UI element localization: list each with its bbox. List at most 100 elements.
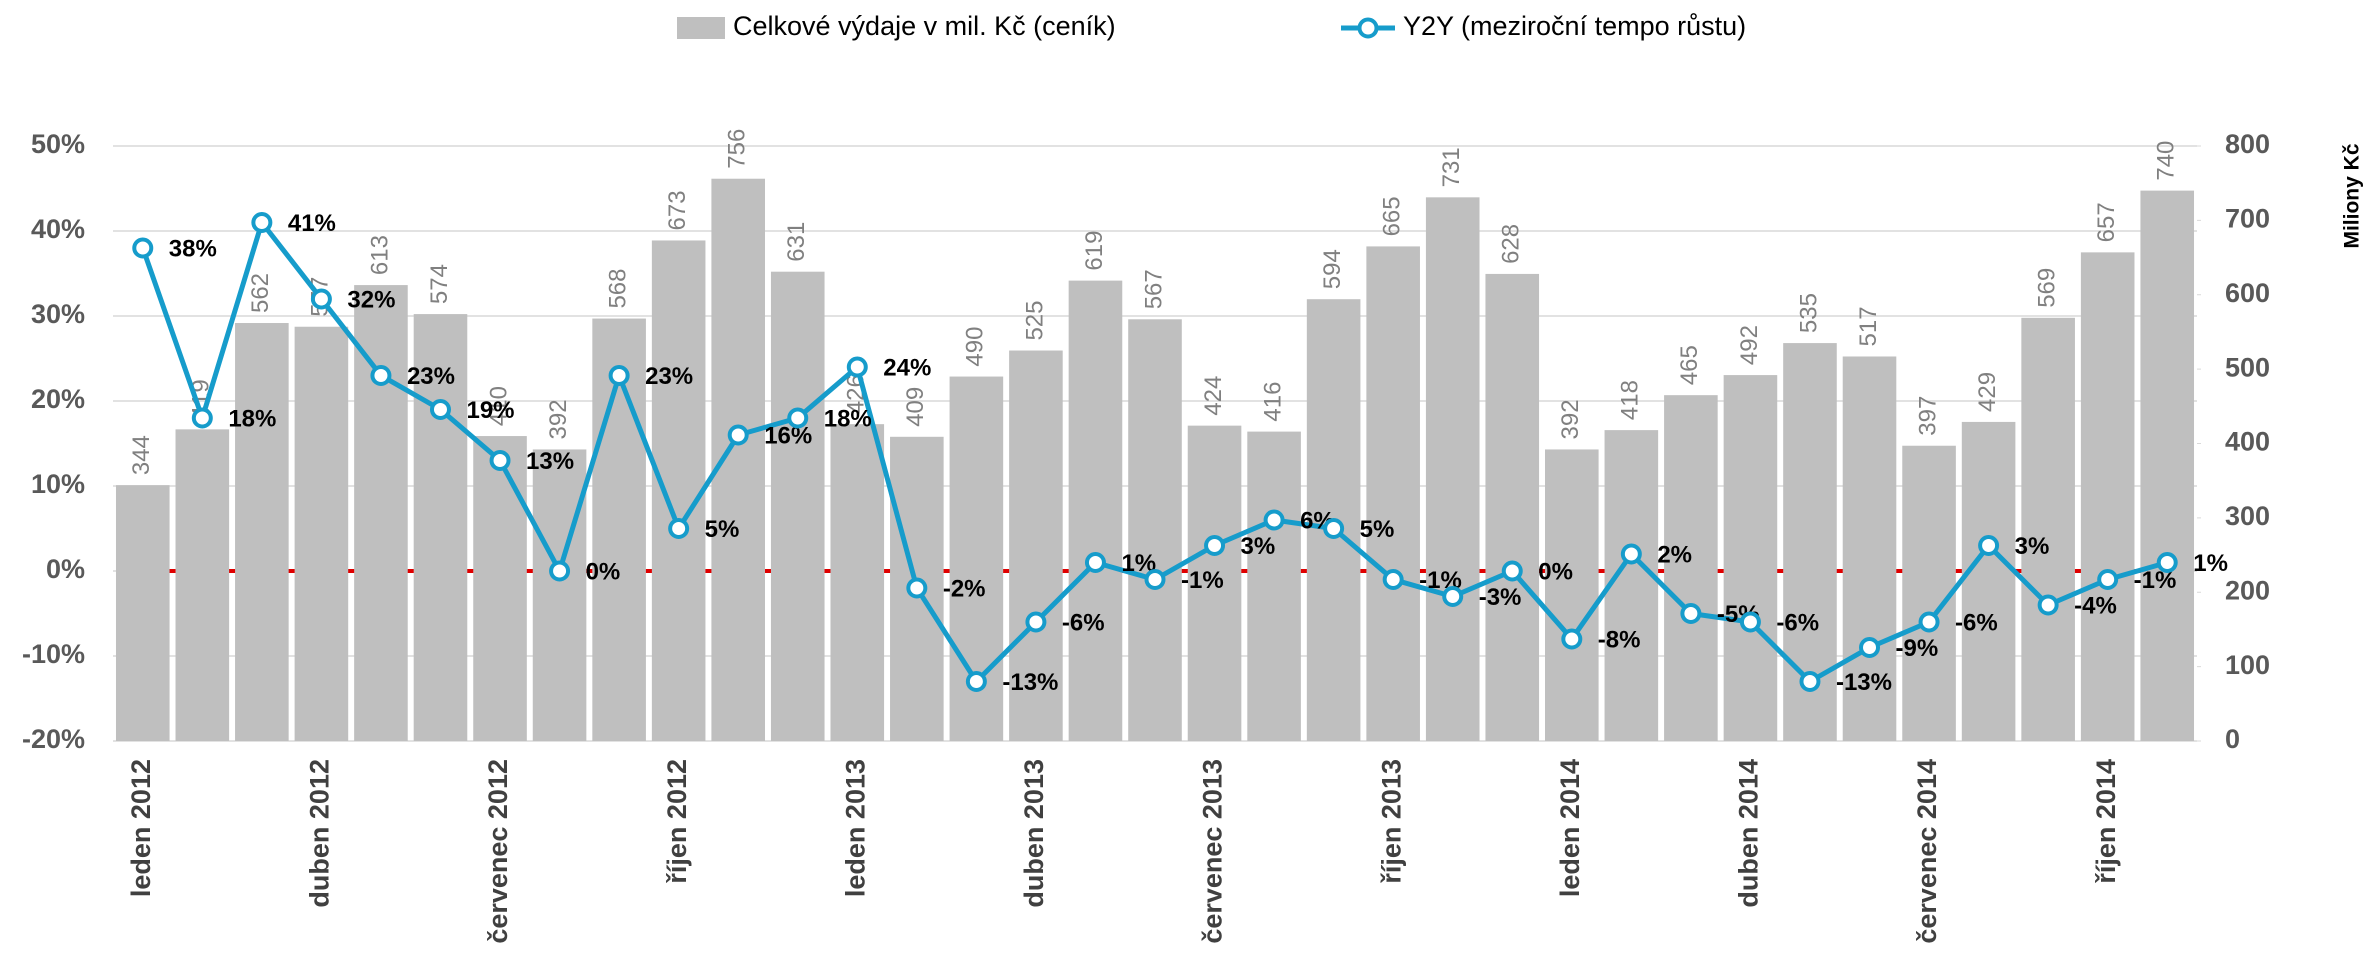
point-value-label: 19% <box>466 397 514 424</box>
bar <box>1961 421 2016 741</box>
line-point <box>549 560 571 582</box>
x-tick-label: červenec 2012 <box>483 759 513 944</box>
point-value-label: -6% <box>1062 609 1105 636</box>
bar-value-label: 673 <box>664 190 691 230</box>
point-value-label: 2% <box>1657 541 1692 568</box>
point-value-label: 16% <box>764 422 812 449</box>
point-value-label: 32% <box>347 286 395 313</box>
bar <box>1545 449 1599 741</box>
y2-tick-label: 800 <box>2225 129 2270 159</box>
bar-value-label: 397 <box>1914 396 1941 436</box>
line-point <box>727 424 749 446</box>
legend-label: Y2Y (meziroční tempo růstu) <box>1403 11 1746 41</box>
point-value-label: 41% <box>288 210 336 237</box>
y-tick-label: 40% <box>31 214 85 244</box>
bar-value-label: 665 <box>1379 196 1406 236</box>
bar-value-label: 392 <box>545 399 572 439</box>
y2-tick-label: 600 <box>2225 278 2270 308</box>
line-point <box>1263 509 1285 531</box>
line-point <box>1561 628 1583 650</box>
line-point <box>1620 543 1642 565</box>
point-value-label: 3% <box>2015 533 2050 560</box>
line-point <box>1204 535 1226 556</box>
bar-value-label: 344 <box>128 435 155 475</box>
bar-value-label: 429 <box>1974 372 2001 412</box>
point-value-label: -6% <box>1955 609 1998 636</box>
y2-tick-label: 300 <box>2225 501 2270 531</box>
point-value-label: 38% <box>169 235 217 262</box>
point-value-label: -8% <box>1598 626 1641 653</box>
bar-value-label: 492 <box>1736 325 1763 365</box>
bar-value-label: 525 <box>1021 300 1048 340</box>
bar <box>1902 445 1956 741</box>
bar-value-label: 418 <box>1617 380 1644 420</box>
bar <box>2140 190 2195 741</box>
y2-tick-label: 700 <box>2225 204 2270 234</box>
bar-value-label: 535 <box>1795 293 1822 333</box>
line-point <box>370 365 392 386</box>
line-point <box>191 407 213 429</box>
point-value-label: 0% <box>586 558 621 585</box>
point-value-label: 13% <box>526 448 574 475</box>
x-tick-label: říjen 2014 <box>2091 759 2121 884</box>
line-point <box>251 212 273 233</box>
y2-tick-label: 0 <box>2225 724 2240 754</box>
bar-value-label: 594 <box>1319 249 1346 289</box>
y-tick-label: 20% <box>31 384 85 414</box>
line-point <box>668 518 690 539</box>
bar <box>2080 252 2135 741</box>
x-tick-label: leden 2013 <box>840 759 870 897</box>
bar-value-label: 465 <box>1676 345 1703 385</box>
line-point <box>1442 586 1464 607</box>
y2-tick-label: 500 <box>2225 352 2270 382</box>
y2-tick-label: 400 <box>2225 427 2270 457</box>
bar-value-label: 628 <box>1498 224 1525 264</box>
line-point <box>1382 569 1404 590</box>
bar-value-label: 562 <box>247 273 274 313</box>
legend-swatch <box>677 17 725 39</box>
y2-tick-label: 100 <box>2225 650 2270 680</box>
point-value-label: -13% <box>1836 669 1892 696</box>
bar-value-label: 657 <box>2093 202 2120 242</box>
legend-swatch-marker <box>1357 17 1379 39</box>
y2-tick-label: 200 <box>2225 575 2270 605</box>
line-point <box>2097 569 2119 590</box>
line-point <box>1084 552 1106 573</box>
bar <box>1366 246 1420 741</box>
point-value-label: 0% <box>1538 558 1573 585</box>
bar-value-label: 619 <box>1081 231 1108 271</box>
bar <box>1128 319 1182 741</box>
point-value-label: -9% <box>1896 635 1939 662</box>
bar <box>1187 425 1242 741</box>
x-tick-label: říjen 2013 <box>1376 759 1406 884</box>
bar <box>1485 273 1540 741</box>
x-tick-label: leden 2012 <box>126 759 156 897</box>
bar <box>115 485 170 741</box>
x-tick-label: duben 2012 <box>305 759 335 908</box>
line-point <box>1739 611 1761 633</box>
bar-value-label: 416 <box>1259 382 1286 422</box>
line-point <box>2156 552 2178 573</box>
bar <box>413 314 468 741</box>
x-tick-label: červenec 2013 <box>1198 759 1228 944</box>
bar-value-label: 631 <box>783 222 810 262</box>
x-tick-label: duben 2013 <box>1019 759 1049 908</box>
y-tick-label: 0% <box>46 554 85 584</box>
bars: 3444195625576135744103925686737566314264… <box>115 129 2195 742</box>
x-tick-label: leden 2014 <box>1555 759 1585 897</box>
bar-value-label: 568 <box>604 269 631 309</box>
point-value-label: -3% <box>1479 584 1522 611</box>
line-point <box>489 450 511 471</box>
line-point <box>906 577 928 599</box>
line-point <box>965 671 987 692</box>
bar <box>651 240 706 742</box>
line-point <box>1323 518 1345 539</box>
line-point <box>608 365 630 386</box>
line-point <box>132 237 154 259</box>
bar-value-label: 574 <box>426 264 453 304</box>
point-value-label: 5% <box>705 516 740 543</box>
bar-value-label: 517 <box>1855 306 1882 346</box>
bar-value-label: 490 <box>962 327 989 367</box>
y-tick-label: 30% <box>31 299 85 329</box>
